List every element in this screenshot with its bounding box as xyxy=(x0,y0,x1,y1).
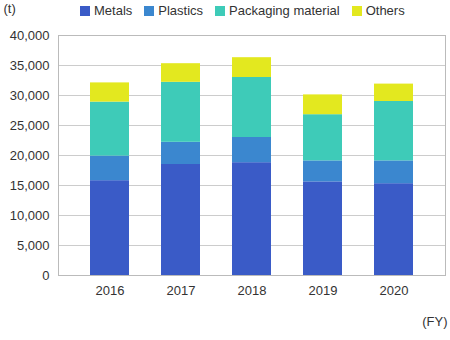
svg-text:(t): (t) xyxy=(4,1,16,16)
svg-text:15,000: 15,000 xyxy=(10,178,50,193)
svg-text:30,000: 30,000 xyxy=(10,88,50,103)
svg-text:20,000: 20,000 xyxy=(10,148,50,163)
svg-text:5,000: 5,000 xyxy=(17,238,50,253)
svg-text:2020: 2020 xyxy=(380,283,409,298)
html-text:Plastics: Plastics xyxy=(158,3,204,18)
html-text:Others: Others xyxy=(365,3,405,18)
svg-text:25,000: 25,000 xyxy=(10,118,50,133)
svg-text:2017: 2017 xyxy=(167,283,196,298)
svg-text:0: 0 xyxy=(42,268,49,283)
svg-text:2018: 2018 xyxy=(238,283,267,298)
svg-text:2016: 2016 xyxy=(96,283,125,298)
html-text:Metals: Metals xyxy=(94,3,133,18)
svg-text:40,000: 40,000 xyxy=(10,28,50,43)
svg-text:2019: 2019 xyxy=(309,283,338,298)
html-text:Packaging material: Packaging material xyxy=(229,3,340,18)
svg-text:(FY): (FY) xyxy=(422,314,447,329)
svg-text:10,000: 10,000 xyxy=(10,208,50,223)
svg-text:35,000: 35,000 xyxy=(10,58,50,73)
